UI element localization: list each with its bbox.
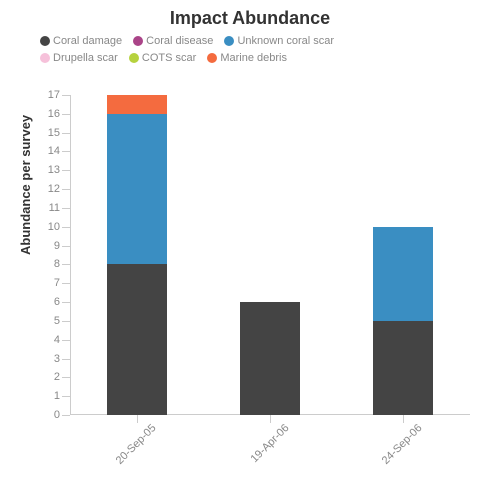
- y-tick-label: 9: [54, 240, 70, 252]
- bar-segment-unknown-coral-scar: [373, 227, 433, 321]
- legend-label: Marine debris: [220, 52, 287, 64]
- y-tick-label: 15: [48, 127, 70, 139]
- legend-label: Coral damage: [53, 35, 122, 47]
- legend-item-marine-debris: Marine debris: [207, 50, 287, 67]
- y-tick-label: 11: [49, 202, 70, 214]
- y-tick-label: 0: [54, 409, 70, 421]
- y-tick-label: 3: [54, 353, 70, 365]
- y-tick-label: 5: [54, 315, 70, 327]
- legend-item-coral-disease: Coral disease: [133, 33, 213, 50]
- x-tick-label: 20-Sep-05: [106, 415, 158, 467]
- y-tick-label: 6: [54, 296, 70, 308]
- legend-swatch: [40, 36, 50, 46]
- legend-item-cots-scar: COTS scar: [129, 50, 196, 67]
- y-tick-label: 7: [54, 277, 70, 289]
- x-tick-label: 19-Apr-06: [241, 415, 291, 465]
- y-axis-line: [70, 95, 71, 415]
- legend-label: Coral disease: [146, 35, 213, 47]
- bar-segment-marine-debris: [107, 95, 167, 114]
- bar-segment-unknown-coral-scar: [107, 114, 167, 265]
- legend: Coral damage Coral disease Unknown coral…: [0, 29, 380, 68]
- y-tick-label: 4: [54, 334, 70, 346]
- legend-swatch: [40, 53, 50, 63]
- y-tick-label: 8: [54, 258, 70, 270]
- legend-swatch: [129, 53, 139, 63]
- legend-swatch: [207, 53, 217, 63]
- legend-item-unknown-coral-scar: Unknown coral scar: [224, 33, 334, 50]
- y-axis-title: Abundance per survey: [18, 115, 33, 255]
- y-tick-label: 16: [48, 108, 70, 120]
- y-tick-label: 13: [48, 164, 70, 176]
- y-tick-label: 14: [48, 145, 70, 157]
- legend-swatch: [224, 36, 234, 46]
- bar-segment-coral-damage: [373, 321, 433, 415]
- legend-item-coral-damage: Coral damage: [40, 33, 122, 50]
- y-tick-label: 12: [48, 183, 70, 195]
- bar-segment-coral-damage: [107, 264, 167, 415]
- y-tick-label: 17: [48, 89, 70, 101]
- y-tick-label: 2: [54, 371, 70, 383]
- x-tick-label: 24-Sep-06: [373, 415, 425, 467]
- y-tick-label: 10: [48, 221, 70, 233]
- legend-label: Drupella scar: [53, 52, 118, 64]
- legend-item-drupella-scar: Drupella scar: [40, 50, 118, 67]
- plot-area: 0123456789101112131415161720-Sep-0519-Ap…: [70, 95, 470, 415]
- legend-swatch: [133, 36, 143, 46]
- legend-label: Unknown coral scar: [237, 35, 334, 47]
- legend-label: COTS scar: [142, 52, 196, 64]
- y-tick-label: 1: [54, 390, 70, 402]
- chart-title: Impact Abundance: [0, 0, 500, 29]
- bar-segment-coral-damage: [240, 302, 300, 415]
